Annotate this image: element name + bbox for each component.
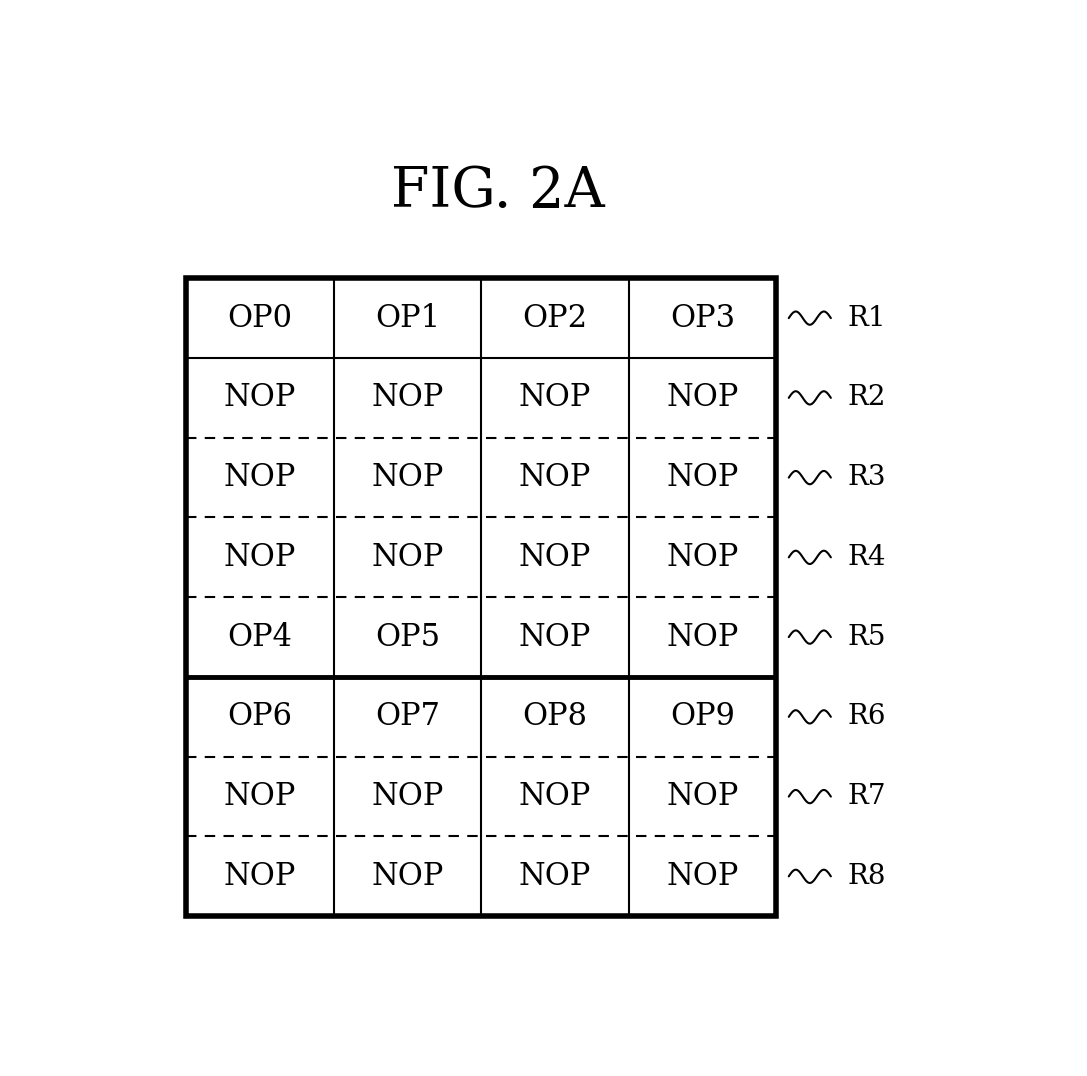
Bar — [628, 836, 776, 917]
Bar — [628, 518, 776, 597]
Text: NOP: NOP — [666, 622, 738, 653]
Text: NOP: NOP — [518, 462, 591, 493]
Text: NOP: NOP — [518, 382, 591, 413]
Bar — [482, 677, 628, 756]
Bar — [334, 358, 482, 438]
Bar — [334, 677, 482, 756]
Bar — [334, 597, 482, 677]
Text: NOP: NOP — [518, 542, 591, 572]
Text: R5: R5 — [848, 624, 886, 651]
Bar — [187, 677, 334, 756]
Bar — [187, 279, 776, 917]
Bar — [334, 518, 482, 597]
Bar — [187, 358, 334, 438]
Bar — [482, 836, 628, 917]
Text: NOP: NOP — [666, 542, 738, 572]
Text: NOP: NOP — [372, 781, 443, 812]
Text: OP3: OP3 — [670, 302, 735, 334]
Bar — [187, 597, 334, 677]
Text: NOP: NOP — [518, 622, 591, 653]
Text: R1: R1 — [848, 305, 886, 331]
Text: NOP: NOP — [666, 781, 738, 812]
Bar — [628, 279, 776, 358]
Text: R2: R2 — [848, 384, 886, 411]
Bar — [482, 279, 628, 358]
Text: NOP: NOP — [224, 542, 297, 572]
Bar — [628, 358, 776, 438]
Text: NOP: NOP — [372, 861, 443, 892]
Text: NOP: NOP — [372, 382, 443, 413]
Text: OP2: OP2 — [523, 302, 588, 334]
Text: NOP: NOP — [224, 861, 297, 892]
Bar — [628, 756, 776, 836]
Bar — [187, 836, 334, 917]
Bar — [334, 438, 482, 518]
Bar — [482, 438, 628, 518]
Text: NOP: NOP — [518, 861, 591, 892]
Text: OP7: OP7 — [375, 702, 440, 733]
Text: R7: R7 — [848, 783, 886, 810]
Text: R6: R6 — [848, 704, 886, 731]
Text: OP9: OP9 — [670, 702, 735, 733]
Text: OP6: OP6 — [227, 702, 292, 733]
Text: OP4: OP4 — [227, 622, 292, 653]
Text: R3: R3 — [848, 464, 886, 491]
Text: NOP: NOP — [518, 781, 591, 812]
Bar — [187, 438, 334, 518]
Text: NOP: NOP — [224, 462, 297, 493]
Text: OP5: OP5 — [375, 622, 440, 653]
Bar — [482, 597, 628, 677]
Bar — [334, 756, 482, 836]
Bar — [187, 518, 334, 597]
Text: R4: R4 — [848, 543, 886, 571]
Bar — [334, 279, 482, 358]
Text: OP8: OP8 — [523, 702, 587, 733]
Text: NOP: NOP — [666, 861, 738, 892]
Bar — [628, 438, 776, 518]
Bar — [187, 756, 334, 836]
Text: NOP: NOP — [224, 781, 297, 812]
Text: NOP: NOP — [224, 382, 297, 413]
Bar — [187, 279, 334, 358]
Text: FIG. 2A: FIG. 2A — [391, 164, 605, 218]
Bar — [628, 597, 776, 677]
Text: NOP: NOP — [666, 382, 738, 413]
Text: NOP: NOP — [666, 462, 738, 493]
Text: NOP: NOP — [372, 462, 443, 493]
Text: OP0: OP0 — [227, 302, 292, 334]
Bar — [482, 518, 628, 597]
Text: OP1: OP1 — [375, 302, 440, 334]
Bar — [482, 358, 628, 438]
Bar — [628, 677, 776, 756]
Bar — [482, 756, 628, 836]
Text: R8: R8 — [848, 863, 886, 890]
Text: NOP: NOP — [372, 542, 443, 572]
Bar — [334, 836, 482, 917]
